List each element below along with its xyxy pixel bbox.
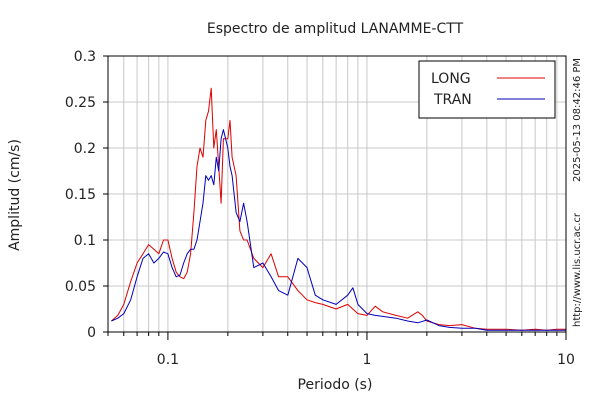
timestamp-label: 2025-05-13 08:42:46 PM [572,58,583,182]
y-axis-label: Amplitud (cm/s) [7,139,23,251]
grid-lines [108,56,566,332]
y-tick-label-3: 0.15 [65,187,96,203]
legend-label-tran: TRAN [433,92,472,108]
chart-title: Espectro de amplitud LANAMME-CTT [207,21,464,37]
y-tick-label-1: 0.05 [65,279,96,295]
legend-box [418,60,556,119]
data-series [111,87,566,331]
y-tick-label-0: 0 [87,325,96,341]
x-tick-label-2: 10 [557,352,575,368]
x-axis-ticks: 0.1 1 10 [107,332,575,368]
legend-label-long: LONG [431,71,471,87]
x-tick-label-0: 0.1 [157,352,179,368]
website-label: http://www.lis.ucr.ac.cr [572,212,583,327]
y-axis-ticks: 0 0.05 0.1 0.15 0.2 0.25 0.3 [65,49,108,341]
series-line-long [111,87,566,331]
legend: LONG TRAN [418,60,556,119]
x-tick-label-1: 1 [362,352,371,368]
x-axis-label: Periodo (s) [298,377,373,393]
y-tick-label-4: 0.2 [74,141,96,157]
y-tick-label-6: 0.3 [74,49,96,65]
y-tick-label-5: 0.25 [65,95,96,111]
y-tick-label-2: 0.1 [74,233,96,249]
series-line-tran [111,129,566,331]
